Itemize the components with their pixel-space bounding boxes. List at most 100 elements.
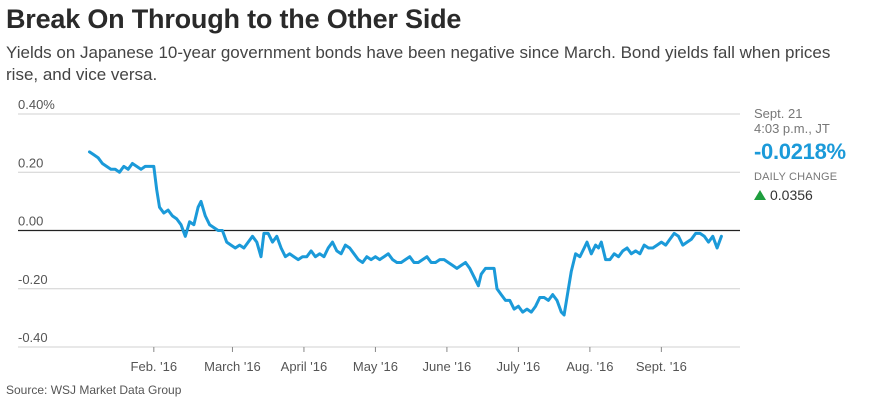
data-point bbox=[247, 240, 250, 244]
data-point bbox=[521, 310, 524, 314]
data-point bbox=[504, 299, 507, 302]
data-point bbox=[488, 267, 491, 270]
data-point bbox=[155, 188, 158, 191]
up-triangle-icon bbox=[754, 190, 766, 200]
data-point bbox=[417, 261, 420, 264]
data-point bbox=[135, 165, 138, 168]
data-point bbox=[542, 296, 546, 299]
data-point bbox=[590, 252, 593, 255]
readout-time: 4:03 p.m., JT bbox=[754, 121, 830, 136]
data-point bbox=[92, 153, 96, 156]
data-point bbox=[199, 200, 203, 203]
data-point bbox=[600, 240, 603, 244]
data-point bbox=[131, 162, 134, 165]
data-point bbox=[404, 258, 407, 261]
data-point bbox=[647, 246, 650, 250]
data-point bbox=[608, 258, 612, 261]
data-point bbox=[425, 255, 429, 258]
data-point bbox=[101, 162, 104, 165]
data-point bbox=[391, 258, 394, 261]
data-point bbox=[707, 240, 710, 244]
data-point bbox=[484, 267, 487, 270]
data-point bbox=[88, 150, 91, 154]
data-point bbox=[560, 310, 563, 314]
data-point bbox=[567, 287, 570, 290]
data-point bbox=[574, 252, 577, 255]
data-point bbox=[525, 307, 529, 311]
data-point bbox=[242, 246, 246, 250]
data-point bbox=[720, 235, 723, 238]
data-point bbox=[438, 258, 441, 261]
data-point bbox=[144, 165, 147, 168]
data-point bbox=[322, 255, 326, 258]
data-point bbox=[275, 235, 278, 238]
x-tick-label: July '16 bbox=[497, 359, 541, 374]
data-point bbox=[208, 223, 211, 226]
data-point bbox=[455, 267, 459, 270]
data-point bbox=[681, 243, 684, 247]
data-point bbox=[314, 255, 317, 258]
series-group bbox=[88, 150, 723, 317]
data-point bbox=[451, 264, 454, 267]
chart-subtitle: Yields on Japanese 10-year government bo… bbox=[6, 43, 831, 84]
data-point bbox=[166, 208, 170, 212]
daily-change: 0.0356 bbox=[754, 187, 869, 203]
data-point bbox=[158, 206, 161, 209]
y-tick-label: 0.40% bbox=[18, 97, 55, 112]
data-point bbox=[374, 255, 377, 258]
data-point bbox=[630, 252, 633, 255]
data-point bbox=[464, 261, 467, 264]
data-point bbox=[643, 243, 646, 247]
latest-readout: Sept. 21 4:03 p.m., JT -0.0218% DAILY CH… bbox=[754, 106, 869, 203]
data-point bbox=[352, 252, 356, 255]
data-point bbox=[578, 255, 582, 258]
data-point bbox=[148, 165, 151, 168]
y-tick-label: 0.00 bbox=[18, 214, 43, 229]
data-point bbox=[677, 235, 680, 238]
data-point bbox=[508, 299, 511, 302]
data-point bbox=[369, 258, 373, 261]
data-point bbox=[122, 165, 126, 168]
x-axis-ticks: Feb. '16 March '16 April '16 May '16 June '1… bbox=[131, 347, 687, 374]
data-point bbox=[387, 252, 390, 255]
data-point bbox=[105, 165, 108, 168]
data-point bbox=[604, 258, 607, 261]
data-point bbox=[279, 246, 283, 250]
data-point bbox=[594, 243, 597, 247]
data-point bbox=[251, 235, 254, 238]
data-point bbox=[547, 299, 550, 302]
data-point bbox=[139, 168, 143, 171]
y-tick-label: -0.20 bbox=[18, 272, 48, 287]
data-point bbox=[175, 217, 178, 221]
x-tick-label: May '16 bbox=[353, 359, 398, 374]
data-point bbox=[562, 313, 566, 317]
data-point bbox=[357, 258, 360, 261]
data-point bbox=[517, 305, 520, 308]
data-point bbox=[555, 299, 559, 302]
data-point bbox=[660, 240, 663, 244]
data-point bbox=[698, 232, 702, 235]
x-tick-label: Sept. '16 bbox=[636, 359, 687, 374]
daily-change-value: 0.0356 bbox=[770, 187, 813, 203]
data-point bbox=[512, 307, 516, 311]
data-point bbox=[460, 264, 463, 267]
data-point bbox=[344, 243, 347, 247]
x-tick-label: June '16 bbox=[423, 359, 472, 374]
data-point bbox=[694, 232, 697, 235]
data-point bbox=[412, 261, 416, 264]
data-point bbox=[318, 252, 321, 255]
data-point bbox=[212, 226, 216, 229]
data-point bbox=[171, 214, 174, 218]
x-tick-label: March '16 bbox=[204, 359, 261, 374]
data-point bbox=[188, 220, 191, 223]
data-point bbox=[613, 252, 616, 255]
data-point bbox=[259, 255, 263, 258]
data-point bbox=[551, 293, 554, 296]
data-point bbox=[664, 243, 667, 247]
readout-date: Sept. 21 bbox=[754, 106, 803, 121]
data-point bbox=[327, 246, 330, 250]
data-point bbox=[495, 287, 499, 290]
data-point bbox=[655, 243, 659, 247]
data-point bbox=[192, 223, 196, 226]
